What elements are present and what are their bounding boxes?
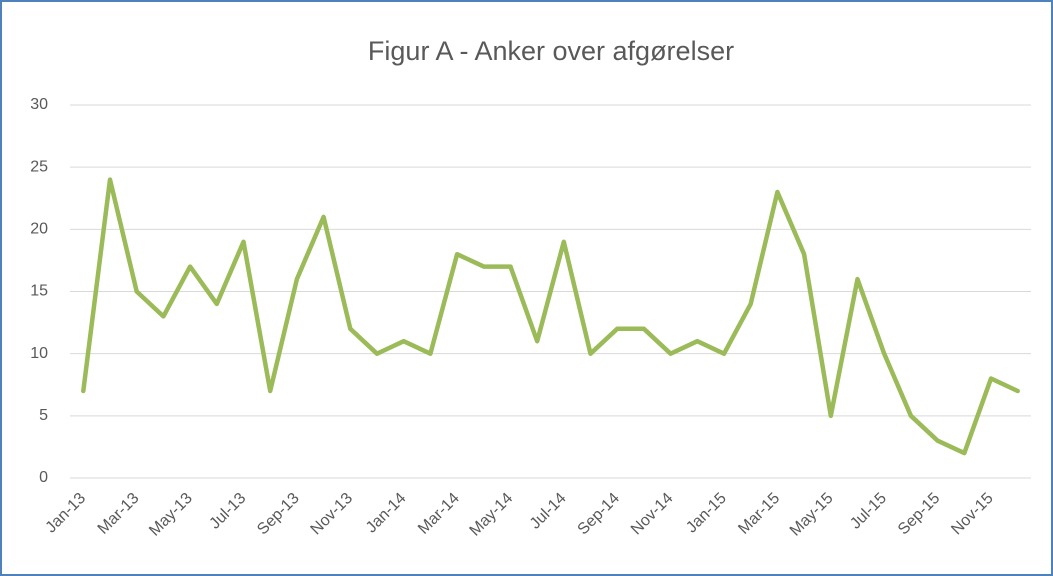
data-line	[81, 177, 1020, 456]
y-tick-label: 15	[30, 283, 48, 300]
y-tick-label: 0	[39, 469, 48, 486]
chart-title: Figur A - Anker over afgørelser	[368, 36, 734, 66]
y-tick-label: 30	[30, 96, 48, 113]
y-tick-label: 25	[30, 158, 48, 175]
y-tick-label: 20	[30, 221, 48, 238]
y-tick-label: 10	[30, 345, 48, 362]
y-tick-label: 5	[39, 407, 48, 424]
